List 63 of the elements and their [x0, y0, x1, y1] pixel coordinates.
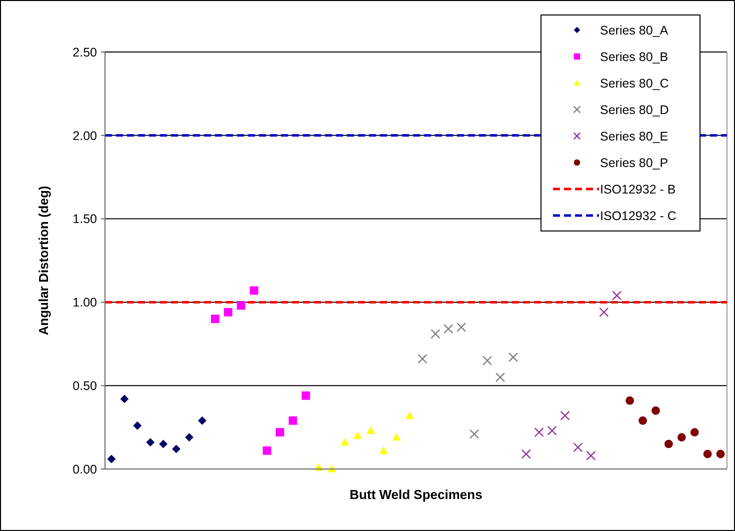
point — [405, 411, 414, 419]
point — [159, 440, 168, 448]
point — [262, 446, 272, 455]
point — [250, 286, 258, 295]
point — [340, 438, 349, 446]
point — [172, 444, 180, 454]
point — [185, 433, 194, 442]
legend-label: ISO12932 - B — [600, 182, 676, 196]
point — [210, 314, 220, 324]
point — [482, 356, 492, 366]
legend-label: Series 80_C — [600, 76, 669, 90]
point — [198, 416, 206, 425]
point — [224, 308, 232, 316]
point — [716, 450, 725, 458]
point — [534, 428, 544, 438]
point — [677, 433, 686, 442]
point — [133, 421, 142, 430]
point — [690, 428, 699, 437]
point — [508, 352, 518, 362]
point — [456, 322, 466, 332]
point — [586, 450, 596, 460]
point — [626, 396, 634, 405]
point — [288, 416, 298, 425]
point — [547, 426, 557, 436]
point — [107, 454, 116, 464]
y-tick-label: 1.00 — [72, 296, 98, 310]
point — [664, 440, 673, 448]
legend-label: Series 80_D — [600, 102, 669, 117]
point — [652, 406, 660, 415]
legend-label: Series 80_B — [600, 50, 668, 64]
point — [146, 438, 155, 447]
point — [379, 446, 388, 454]
x-axis-title: Butt Weld Specimens — [350, 487, 482, 502]
y-tick-label: 0.00 — [72, 462, 98, 476]
y-tick-label: 0.50 — [72, 378, 98, 393]
point — [573, 442, 583, 452]
point — [120, 394, 129, 404]
point — [418, 354, 428, 364]
legend-label: ISO12932 - C — [600, 208, 676, 223]
y-tick-label: 2.00 — [72, 128, 98, 143]
point — [328, 464, 336, 472]
point — [495, 372, 506, 382]
point — [236, 301, 246, 310]
legend-label: Series 80_E — [600, 129, 668, 144]
point — [353, 431, 362, 439]
point — [444, 324, 454, 334]
legend-label: Series 80_A — [600, 23, 669, 38]
legend-label: Series 80_P — [600, 156, 668, 170]
point — [703, 450, 712, 458]
y-tick-label: 1.50 — [72, 212, 98, 226]
point — [430, 329, 440, 339]
point — [521, 449, 531, 459]
point — [392, 433, 401, 441]
point — [276, 428, 284, 437]
point — [470, 429, 480, 439]
point — [302, 391, 310, 400]
point — [560, 410, 570, 420]
y-axis-title: Angular Distortion (deg) — [36, 186, 51, 336]
point — [638, 416, 647, 425]
point — [366, 426, 375, 434]
y-tick-label: 2.50 — [72, 45, 98, 60]
point — [599, 307, 609, 318]
point — [612, 290, 622, 300]
